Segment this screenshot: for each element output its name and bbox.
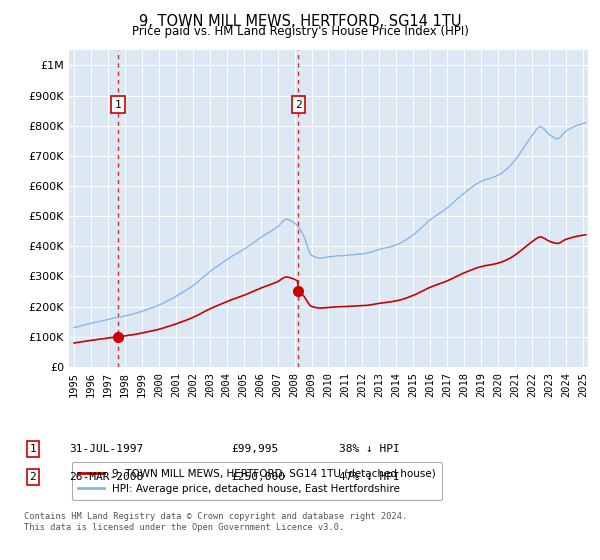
Text: 1: 1: [29, 444, 37, 454]
Text: 47% ↓ HPI: 47% ↓ HPI: [339, 472, 400, 482]
Text: Contains HM Land Registry data © Crown copyright and database right 2024.
This d: Contains HM Land Registry data © Crown c…: [24, 512, 407, 532]
Text: 2: 2: [29, 472, 37, 482]
Text: 31-JUL-1997: 31-JUL-1997: [69, 444, 143, 454]
Text: £250,000: £250,000: [231, 472, 285, 482]
Text: Price paid vs. HM Land Registry's House Price Index (HPI): Price paid vs. HM Land Registry's House …: [131, 25, 469, 38]
Text: 26-MAR-2008: 26-MAR-2008: [69, 472, 143, 482]
Text: 38% ↓ HPI: 38% ↓ HPI: [339, 444, 400, 454]
Text: 1: 1: [115, 100, 121, 110]
Text: 2: 2: [295, 100, 302, 110]
Text: 9, TOWN MILL MEWS, HERTFORD, SG14 1TU: 9, TOWN MILL MEWS, HERTFORD, SG14 1TU: [139, 14, 461, 29]
Legend: 9, TOWN MILL MEWS, HERTFORD, SG14 1TU (detached house), HPI: Average price, deta: 9, TOWN MILL MEWS, HERTFORD, SG14 1TU (d…: [71, 462, 442, 500]
Text: £99,995: £99,995: [231, 444, 278, 454]
